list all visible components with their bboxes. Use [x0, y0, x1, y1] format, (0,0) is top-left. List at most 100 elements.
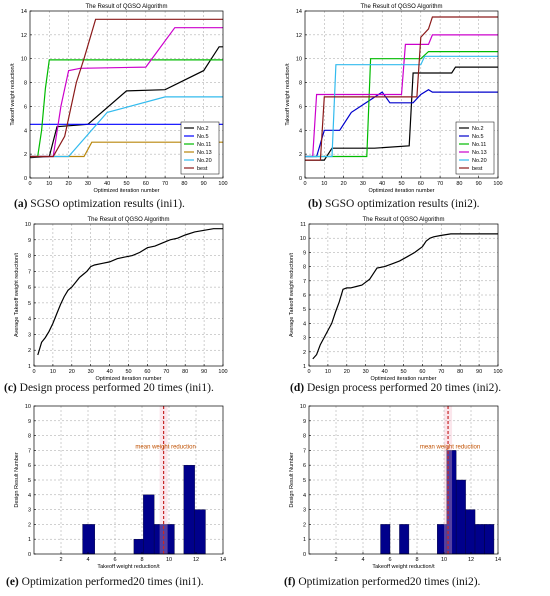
x-tick-label-2: 20: [341, 181, 347, 187]
histogram-bar-5: [465, 509, 476, 555]
x-tick-label-10: 100: [218, 369, 227, 375]
caption-f-letter: (f): [284, 576, 296, 588]
x-tick-label-7: 70: [162, 181, 168, 187]
x-axis-label: Takeoff weight reduction/t: [97, 564, 160, 570]
legend-label-2: No.11: [472, 142, 486, 148]
x-tick-label-5: 50: [400, 369, 406, 375]
series-line-0: [37, 228, 223, 356]
x-tick-label-3: 30: [85, 181, 91, 187]
x-tick-label-4: 10: [166, 557, 172, 563]
x-tick-label-7: 70: [163, 369, 169, 375]
x-tick-label-0: 0: [307, 369, 310, 375]
legend-label-3: No.13: [197, 150, 212, 156]
chart-c: 0 10 20 30 40 50 60 70 80 90 100 1 2 3 4 5 6 7 8 9 10 The Res…: [14, 217, 228, 382]
mean-line-label: mean weight reduction: [135, 444, 195, 450]
x-tick-label-0: 0: [32, 369, 35, 375]
series-line-0: [312, 233, 498, 360]
y-tick-label-1: 2: [24, 152, 27, 158]
y-axis-label: Design Result Number: [14, 452, 20, 507]
caption-b-text: SGSO optimization results (ini2).: [322, 198, 480, 210]
x-tick-label-9: 90: [201, 181, 207, 187]
histogram-bar-1: [133, 538, 144, 555]
y-tick-label-3: 3: [28, 508, 31, 514]
y-tick-label-3: 6: [24, 104, 27, 110]
y-tick-label-3: 3: [303, 508, 306, 514]
x-axis-label: Optimized iteration number: [95, 376, 161, 382]
legend-label-2: No.11: [197, 142, 211, 148]
x-tick-label-10: 100: [218, 181, 227, 187]
x-tick-label-0: 2: [59, 557, 62, 563]
y-axis-label: Takeoff weight reduction/t: [10, 63, 16, 126]
y-tick-label-7: 8: [303, 265, 306, 271]
y-tick-label-9: 9: [303, 419, 306, 425]
x-tick-label-3: 30: [88, 369, 94, 375]
x-tick-label-10: 100: [493, 181, 502, 187]
legend-label-1: No.5: [197, 134, 209, 140]
x-tick-label-6: 60: [143, 181, 149, 187]
y-tick-label-5: 5: [303, 478, 306, 484]
x-tick-label-8: 80: [456, 181, 462, 187]
y-tick-label-0: 0: [303, 552, 306, 558]
chart-b: 0 10 20 30 40 50 60 70 80 90 100 0 2 4 6 8 10 12 14 The Res…: [285, 4, 503, 194]
y-tick-label-1: 1: [303, 537, 306, 543]
x-axis-label: Optimized iteration number: [370, 376, 436, 382]
x-tick-label-1: 10: [50, 369, 56, 375]
x-tick-label-0: 0: [28, 181, 31, 187]
x-tick-label-0: 2: [334, 557, 337, 563]
mean-band: [444, 406, 453, 554]
caption-c-letter: (c): [4, 382, 17, 394]
mean-line-label: mean weight reduction: [420, 444, 480, 450]
y-axis-label: Design Result Number: [289, 452, 295, 507]
x-tick-label-9: 90: [476, 369, 482, 375]
series-line-0: [29, 46, 223, 159]
y-tick-label-1: 2: [303, 350, 306, 356]
caption-a: (a) SGSO optimization results (ini1).: [14, 198, 185, 210]
chart-title: The Result of QGSO Algorithm: [360, 4, 442, 10]
caption-c-text: Design process performed 20 times (ini1)…: [16, 382, 214, 394]
y-tick-label-8: 9: [303, 250, 306, 256]
y-tick-label-8: 8: [28, 434, 31, 440]
y-tick-label-6: 12: [296, 33, 302, 39]
legend-box: [180, 121, 220, 175]
chart-panel-c: 0 10 20 30 40 50 60 70 80 90 100 1 2 3 4 5 6 7 8 9 10 The Res…: [0, 212, 275, 382]
histogram-bar-5: [183, 464, 195, 555]
x-tick-label-1: 4: [361, 557, 364, 563]
y-tick-label-10: 10: [25, 404, 31, 410]
chart-panel-a: 0 10 20 30 40 50 60 70 80 90 100 0 2 4 6 8 10 12 14 The Res…: [0, 0, 275, 200]
x-tick-label-3: 8: [140, 557, 143, 563]
y-tick-label-2: 2: [28, 522, 31, 528]
legend-label-4: No.20: [197, 158, 212, 164]
y-tick-label-4: 5: [303, 307, 306, 313]
y-tick-label-6: 6: [28, 463, 31, 469]
y-tick-label-2: 2: [303, 522, 306, 528]
x-tick-label-10: 100: [493, 369, 502, 375]
x-tick-label-8: 80: [457, 369, 463, 375]
caption-b: (b) SGSO optimization results (ini2).: [308, 198, 480, 210]
histogram-bar-6: [194, 509, 206, 555]
legend-box: [455, 121, 495, 175]
chart-panel-b: 0 10 20 30 40 50 60 70 80 90 100 0 2 4 6 8 10 12 14 The Res…: [275, 0, 550, 200]
y-tick-label-6: 7: [28, 269, 31, 275]
series-line-6: [30, 18, 223, 158]
chart-panel-e: mean weight reduction 2 4 6 8 10 12 14 0 1 2 3 4 5 6 7 8…: [0, 398, 275, 570]
y-tick-label-1: 2: [28, 348, 31, 354]
x-tick-label-5: 50: [125, 369, 131, 375]
y-tick-label-7: 8: [28, 254, 31, 260]
x-tick-label-3: 30: [360, 181, 366, 187]
y-axis-label: Average Takeoff weight reduction/t: [14, 252, 20, 337]
histogram-bar-4: [455, 479, 466, 555]
histogram-bar-6: [474, 524, 485, 555]
x-tick-label-4: 40: [107, 369, 113, 375]
y-tick-label-5: 6: [303, 293, 306, 299]
x-tick-label-5: 50: [123, 181, 129, 187]
chart-panel-f: mean weight reduction 2 4 6 8 10 12 14 0 1 2 3 4 5 6 7 8…: [275, 398, 550, 570]
y-tick-label-5: 6: [28, 285, 31, 291]
x-tick-label-2: 6: [388, 557, 391, 563]
y-tick-label-5: 10: [296, 57, 302, 63]
x-tick-label-6: 60: [419, 369, 425, 375]
y-tick-label-4: 4: [303, 493, 306, 499]
mean-band: [159, 406, 168, 554]
x-tick-label-5: 12: [193, 557, 199, 563]
y-tick-label-7: 7: [28, 448, 31, 454]
